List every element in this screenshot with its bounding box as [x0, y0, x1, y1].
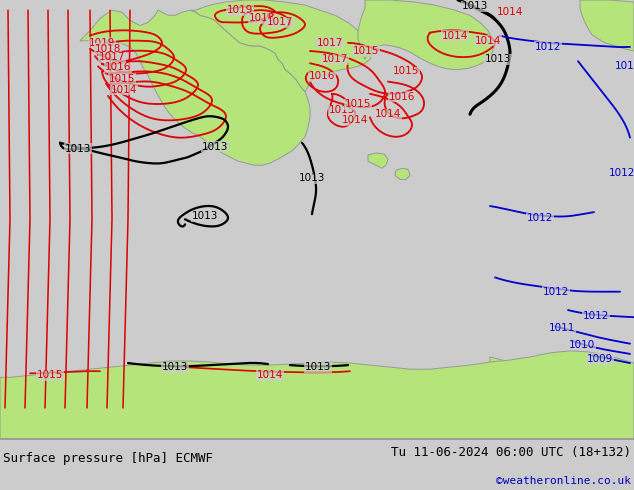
Text: 1015: 1015	[37, 370, 63, 380]
Text: 1012: 1012	[583, 311, 609, 321]
Text: 1015: 1015	[345, 99, 371, 109]
Text: 1012: 1012	[535, 42, 561, 52]
Text: 1015: 1015	[393, 66, 419, 76]
Text: 1017: 1017	[267, 18, 293, 27]
Polygon shape	[395, 168, 410, 179]
Text: 1017: 1017	[322, 54, 348, 64]
Text: 1013: 1013	[485, 54, 511, 64]
Text: ©weatheronline.co.uk: ©weatheronline.co.uk	[496, 476, 631, 486]
Polygon shape	[190, 0, 372, 92]
Text: 1013: 1013	[299, 173, 325, 183]
Text: 1018: 1018	[95, 44, 121, 54]
Text: 1012: 1012	[615, 61, 634, 71]
Text: 1010: 1010	[569, 340, 595, 350]
Text: 1016: 1016	[309, 72, 335, 81]
Text: 1011: 1011	[549, 323, 575, 333]
Text: 1014: 1014	[375, 109, 401, 119]
Text: 1016: 1016	[105, 62, 131, 73]
Text: 1019: 1019	[227, 5, 253, 15]
Text: 1012: 1012	[609, 169, 634, 178]
Text: 1014: 1014	[475, 36, 501, 46]
Text: 1013: 1013	[65, 144, 91, 154]
Text: 1013: 1013	[462, 1, 488, 11]
Text: 1015: 1015	[109, 74, 135, 83]
Text: 1014: 1014	[111, 85, 137, 95]
Text: 1009: 1009	[587, 354, 613, 364]
Text: 1019: 1019	[89, 38, 115, 48]
Polygon shape	[80, 10, 310, 165]
Text: 1014: 1014	[342, 115, 368, 125]
Polygon shape	[0, 351, 634, 439]
Text: 1013: 1013	[192, 211, 218, 221]
Text: 1018: 1018	[249, 13, 275, 24]
Text: 1017: 1017	[317, 38, 343, 48]
Text: 1015: 1015	[353, 46, 379, 56]
Text: 1014: 1014	[257, 370, 283, 380]
Text: 1013: 1013	[202, 142, 228, 152]
Text: 1014: 1014	[442, 31, 468, 41]
Text: 1017: 1017	[99, 52, 125, 62]
Polygon shape	[358, 0, 494, 70]
Polygon shape	[490, 357, 634, 439]
Text: Tu 11-06-2024 06:00 UTC (18+132): Tu 11-06-2024 06:00 UTC (18+132)	[391, 446, 631, 460]
Text: 1015: 1015	[329, 105, 355, 115]
Text: 1013: 1013	[162, 362, 188, 372]
Polygon shape	[580, 0, 634, 51]
Text: Surface pressure [hPa] ECMWF: Surface pressure [hPa] ECMWF	[3, 452, 213, 465]
Text: 1013: 1013	[305, 362, 331, 372]
Text: 1014: 1014	[497, 7, 523, 17]
Polygon shape	[368, 153, 388, 168]
Text: 1016: 1016	[389, 92, 415, 102]
Text: 1012: 1012	[527, 213, 553, 223]
Text: 1012: 1012	[543, 287, 569, 296]
